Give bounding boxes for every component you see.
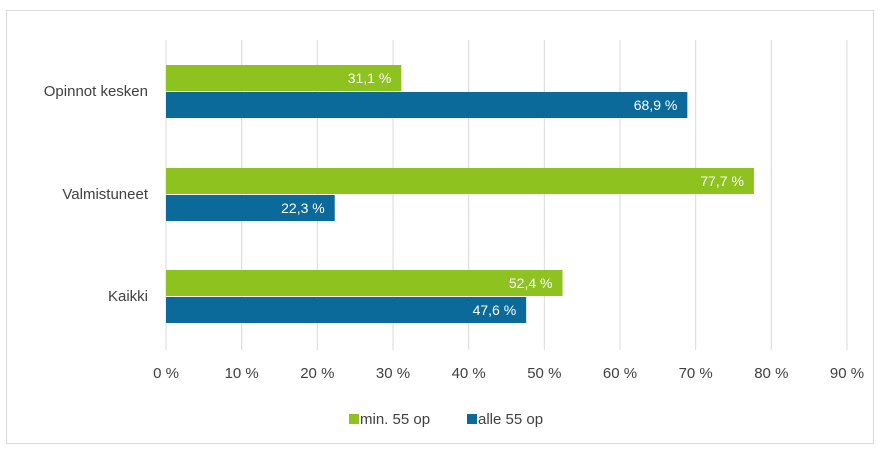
bar-min-55-op	[166, 65, 402, 91]
category-labels: Opinnot kesken Valmistuneet Kaikki	[44, 83, 149, 305]
legend-swatch	[349, 414, 359, 424]
x-tick-label: 70 %	[679, 365, 713, 382]
bar-data-label: 52,4 %	[509, 275, 553, 291]
legend-label: alle 55 op	[478, 411, 543, 428]
bar-alle-55-op	[166, 297, 527, 323]
x-tick-label: 0 %	[153, 365, 179, 382]
category-label: Kaikki	[108, 288, 148, 305]
bar-data-label: 47,6 %	[473, 302, 517, 318]
x-tick-label: 80 %	[754, 365, 788, 382]
legend-label: min. 55 op	[360, 411, 430, 428]
bar-data-label: 77,7 %	[700, 173, 744, 189]
bar-data-label: 22,3 %	[281, 200, 325, 216]
bar-data-label: 31,1 %	[348, 70, 392, 86]
x-tick-label: 30 %	[376, 365, 410, 382]
x-tick-label: 20 %	[300, 365, 334, 382]
category-label: Valmistuneet	[62, 186, 148, 203]
x-axis-tick-labels: 0 % 10 % 20 % 30 % 40 % 50 % 60 % 70 % 80 % 90 %	[153, 365, 864, 382]
x-tick-label: 10 %	[225, 365, 259, 382]
x-tick-label: 50 %	[527, 365, 561, 382]
chart-area	[6, 10, 874, 444]
category-label: Opinnot kesken	[44, 83, 148, 100]
bars	[166, 65, 754, 323]
data-labels: 31,1 % 68,9 % 77,7 % 22,3 % 52,4 % 47,6 %	[281, 70, 744, 318]
bar-alle-55-op	[166, 195, 335, 221]
legend: min. 55 op alle 55 op	[349, 411, 543, 428]
bar-alle-55-op	[166, 92, 688, 118]
bar-min-55-op	[166, 270, 563, 296]
bar-data-label: 68,9 %	[634, 97, 678, 113]
bar-min-55-op	[166, 168, 754, 194]
x-tick-label: 90 %	[830, 365, 864, 382]
legend-swatch	[467, 414, 477, 424]
x-tick-label: 60 %	[603, 365, 637, 382]
x-tick-label: 40 %	[452, 365, 486, 382]
